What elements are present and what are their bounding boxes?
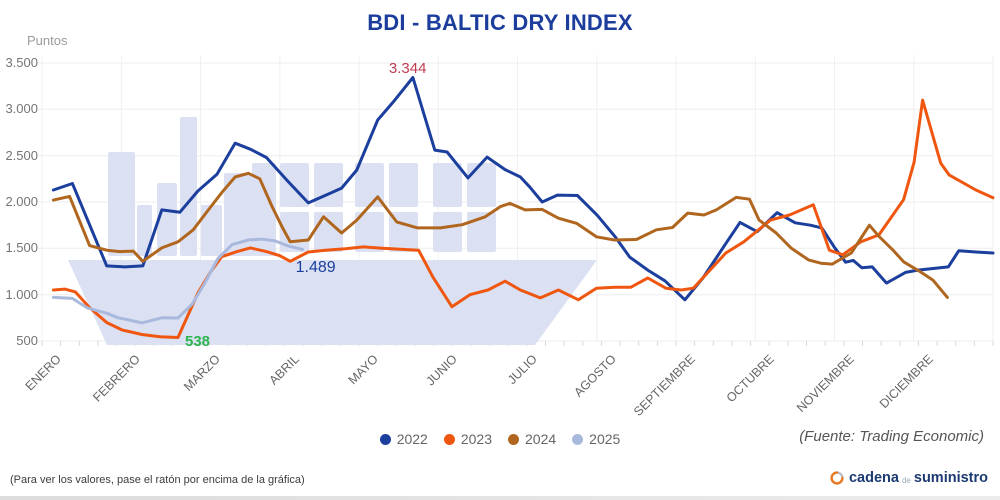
y-tick-500: 500 [16, 333, 38, 348]
annotation-2025-last: 1.489 [295, 259, 336, 277]
brand-word-cadena: cadena [848, 470, 899, 486]
chart-legend: 2022 2023 2024 2025 [0, 431, 1000, 447]
brand-circular-arrow-icon [829, 470, 845, 486]
brand-word-suministro: suministro [913, 470, 988, 486]
brand-logo[interactable]: cadena de suministro [829, 470, 988, 486]
legend-label-2022: 2022 [396, 431, 428, 447]
legend-item-2023[interactable]: 2023 [443, 431, 492, 447]
legend-dot-2024 [508, 433, 519, 445]
annotation-2022-peak: 3.344 [388, 59, 427, 77]
y-tick-2000: 2.000 [5, 194, 38, 209]
hover-hint: (Para ver los valores, pase el ratón por… [10, 474, 305, 486]
chart-title: BDI - BALTIC DRY INDEX [367, 10, 633, 35]
legend-item-2024[interactable]: 2024 [508, 431, 556, 447]
y-tick-2500: 2.500 [5, 147, 38, 163]
y-axis-unit-label: Puntos [27, 33, 68, 48]
y-tick-3000: 3.000 [5, 101, 38, 117]
legend-label-2024: 2024 [525, 431, 557, 447]
legend-label-2023: 2023 [460, 431, 492, 447]
source-note: (Fuente: Trading Economic) [799, 428, 984, 445]
y-tick-1000: 1.000 [5, 286, 38, 302]
bottom-divider [0, 496, 1000, 500]
y-tick-3500: 3.500 [5, 55, 38, 70]
legend-dot-2022 [379, 433, 391, 445]
legend-dot-2025 [572, 433, 584, 445]
y-tick-1500: 1.500 [5, 240, 38, 256]
legend-label-2025: 2025 [589, 431, 621, 447]
legend-item-2022[interactable]: 2022 [379, 431, 428, 447]
brand-word-de: de [901, 476, 911, 485]
legend-item-2025[interactable]: 2025 [572, 431, 620, 447]
annotation-2023-min: 538 [185, 332, 211, 350]
legend-dot-2023 [443, 433, 455, 445]
